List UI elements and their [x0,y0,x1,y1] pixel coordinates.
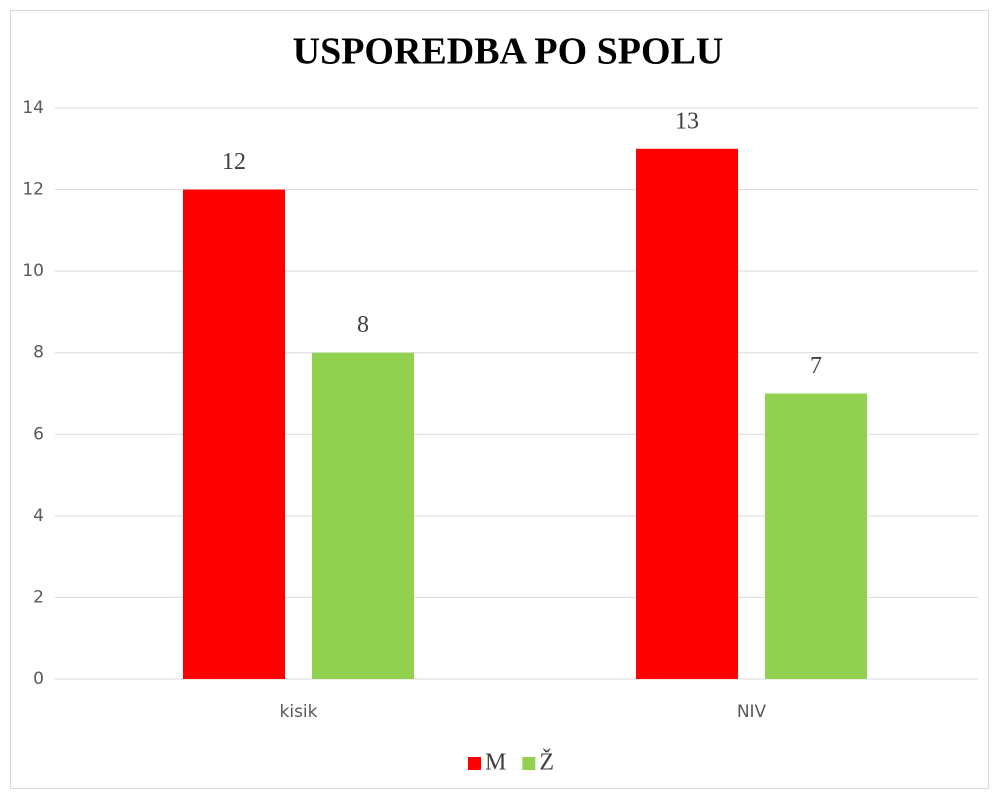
y-tick-label: 10 [22,261,44,281]
y-tick-label: 14 [22,98,44,118]
legend-label: M [485,750,506,776]
y-tick-label: 0 [33,669,44,689]
y-tick-label: 8 [33,343,44,363]
bar [183,189,285,680]
data-label: 12 [222,149,246,175]
legend-swatch [522,757,536,770]
y-tick-label: 12 [22,180,44,200]
data-label: 8 [357,312,369,338]
y-tick-label: 6 [33,424,44,444]
x-tick-label: NIV [737,702,767,722]
data-label: 7 [810,353,822,379]
legend-swatch [468,757,481,770]
legend-label: Ž [539,750,554,776]
bar [312,352,414,679]
bar [636,148,738,680]
bar [765,393,867,679]
y-tick-label: 2 [33,587,44,607]
chart-title: USPOREDBA PO SPOLU [293,31,724,73]
data-label: 13 [675,108,699,134]
x-tick-label: kisik [280,702,318,722]
y-tick-label: 4 [33,506,44,526]
